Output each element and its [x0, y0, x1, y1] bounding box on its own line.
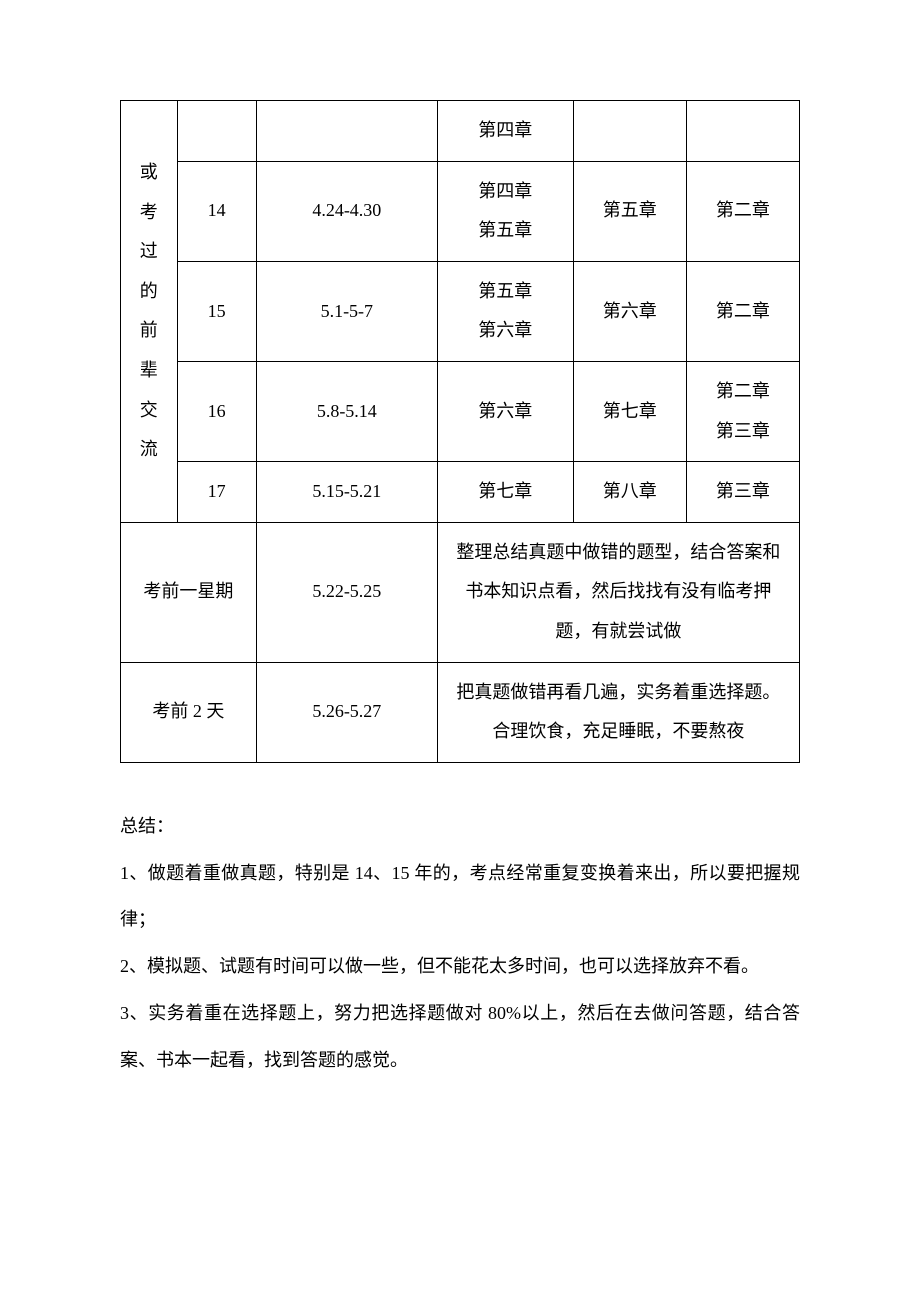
cell-text: 把真题做错再看几遍，实务着重选择题。合理饮食，充足睡眠，不要熬夜 [456, 682, 780, 742]
cell-text: 4.24-4.30 [312, 200, 381, 220]
cell-text: 第八章 [603, 481, 657, 501]
row-colb-cell: 第七章 [573, 361, 686, 461]
cell-text: 第四章 [478, 120, 532, 140]
row-num-cell: 16 [177, 361, 256, 461]
row-colc-cell: 第二章第三章 [686, 361, 799, 461]
row-colb-cell: 第六章 [573, 261, 686, 361]
row-date-cell: 5.1-5-7 [256, 261, 437, 361]
cell-text: 第五章第六章 [478, 281, 532, 341]
cell-text: 16 [208, 401, 226, 421]
cell-text: 第二章 [716, 200, 770, 220]
footer-note-cell: 整理总结真题中做错的题型，结合答案和书本知识点看，然后找找有没有临考押题，有就尝… [437, 522, 799, 662]
cell-text: 5.8-5.14 [317, 401, 377, 421]
cell-text: 考前 2 天 [152, 701, 224, 721]
footer-label-cell: 考前 2 天 [121, 662, 257, 762]
summary-item: 1、做题着重做真题，特别是 14、15 年的，考点经常重复变换着来出，所以要把握… [120, 850, 800, 944]
cell-text: 5.1-5-7 [321, 301, 374, 321]
row-num-cell: 15 [177, 261, 256, 361]
row-date-cell: 5.15-5.21 [256, 462, 437, 523]
left-header-cell: 或考过的前辈交流 [121, 101, 178, 523]
footer-date-cell: 5.26-5.27 [256, 662, 437, 762]
cell-text: 5.26-5.27 [312, 701, 381, 721]
row-num-cell: 14 [177, 161, 256, 261]
cell-text: 5.15-5.21 [312, 481, 381, 501]
row-cola-cell: 第五章第六章 [437, 261, 573, 361]
row-date-cell [256, 101, 437, 162]
row-colc-cell: 第二章 [686, 161, 799, 261]
row-cola-cell: 第四章第五章 [437, 161, 573, 261]
study-schedule-table: 或考过的前辈交流 第四章 14 4.24-4.30 第四章第五章 第五章 第二章… [120, 100, 800, 763]
row-colc-cell: 第三章 [686, 462, 799, 523]
row-cola-cell: 第四章 [437, 101, 573, 162]
cell-text: 第六章 [478, 401, 532, 421]
footer-note-cell: 把真题做错再看几遍，实务着重选择题。合理饮食，充足睡眠，不要熬夜 [437, 662, 799, 762]
row-cola-cell: 第七章 [437, 462, 573, 523]
row-cola-cell: 第六章 [437, 361, 573, 461]
cell-text: 第四章第五章 [478, 181, 532, 241]
footer-date-cell: 5.22-5.25 [256, 522, 437, 662]
cell-text: 14 [208, 200, 226, 220]
cell-text: 第七章 [603, 401, 657, 421]
row-colb-cell: 第八章 [573, 462, 686, 523]
row-colc-cell [686, 101, 799, 162]
cell-text: 5.22-5.25 [312, 581, 381, 601]
cell-text: 第七章 [478, 481, 532, 501]
row-date-cell: 4.24-4.30 [256, 161, 437, 261]
cell-text: 第六章 [603, 301, 657, 321]
cell-text: 第五章 [603, 200, 657, 220]
cell-text: 考前一星期 [143, 581, 233, 601]
row-num-cell [177, 101, 256, 162]
row-colb-cell [573, 101, 686, 162]
cell-text: 第二章第三章 [716, 381, 770, 441]
summary-section: 总结： 1、做题着重做真题，特别是 14、15 年的，考点经常重复变换着来出，所… [120, 803, 800, 1084]
cell-text: 第二章 [716, 301, 770, 321]
cell-text: 17 [208, 481, 226, 501]
summary-title: 总结： [120, 803, 800, 850]
row-num-cell: 17 [177, 462, 256, 523]
summary-item: 2、模拟题、试题有时间可以做一些，但不能花太多时间，也可以选择放弃不看。 [120, 943, 800, 990]
left-header-text: 或考过的前辈交流 [140, 162, 158, 459]
row-colc-cell: 第二章 [686, 261, 799, 361]
row-colb-cell: 第五章 [573, 161, 686, 261]
row-date-cell: 5.8-5.14 [256, 361, 437, 461]
footer-label-cell: 考前一星期 [121, 522, 257, 662]
cell-text: 第三章 [716, 481, 770, 501]
cell-text: 15 [208, 301, 226, 321]
summary-item: 3、实务着重在选择题上，努力把选择题做对 80%以上，然后在去做问答题，结合答案… [120, 990, 800, 1084]
cell-text: 整理总结真题中做错的题型，结合答案和书本知识点看，然后找找有没有临考押题，有就尝… [456, 542, 780, 641]
